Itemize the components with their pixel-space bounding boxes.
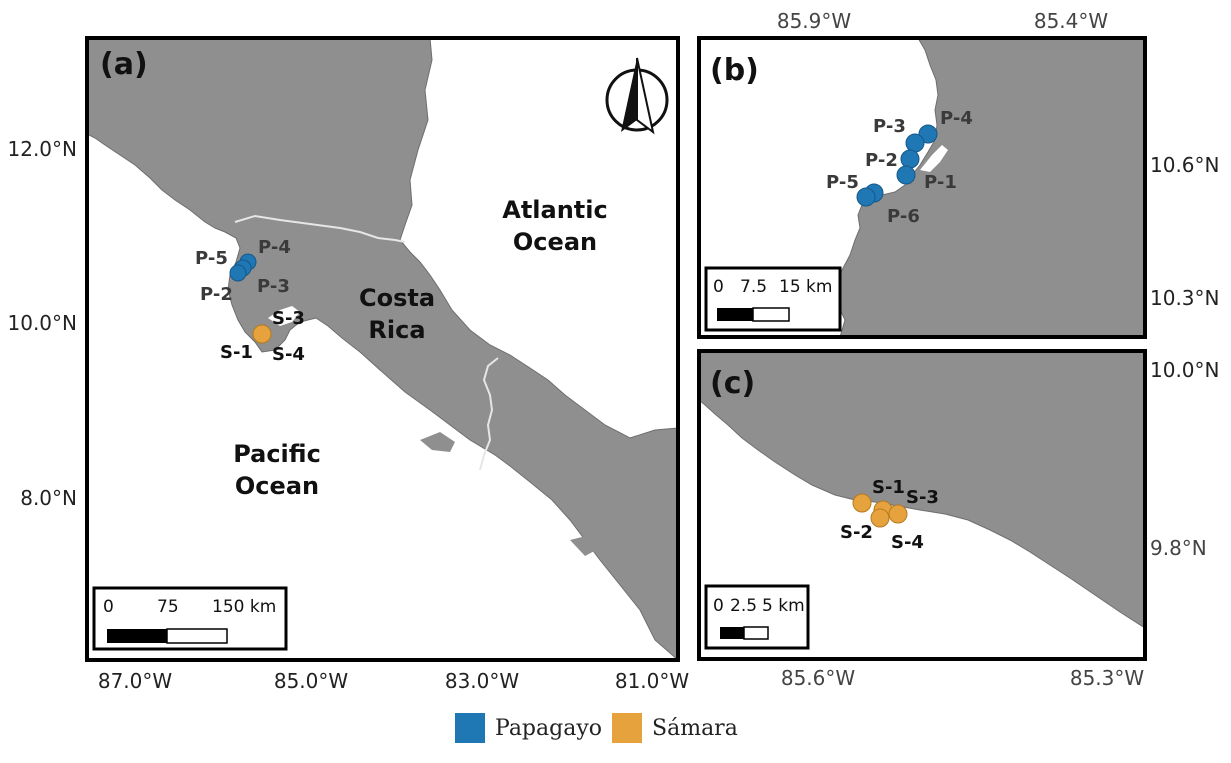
atlantic-label-1: Atlantic (502, 196, 607, 224)
lon-b-859: 85.9°W (777, 9, 852, 33)
north-arrow-icon (605, 57, 669, 135)
label-c-s4: S-4 (891, 532, 924, 553)
panel-b-scalebar: 0 7.5 15 km (704, 266, 842, 332)
scale-c-5: 5 km (762, 596, 805, 616)
label-s4: S-4 (272, 344, 305, 365)
lat-a-12: 12.0°N (8, 137, 78, 161)
label-p3: P-3 (257, 276, 290, 297)
panel-b-letter: (b) (710, 53, 759, 88)
panel-c: (c) S-1 S-3 S-2 S-4 0 2.5 5 km 10.0°N 9.… (697, 349, 1220, 690)
lat-c-100: 10.0°N (1150, 358, 1220, 382)
label-b-p5: P-5 (826, 172, 859, 193)
panel-a-scalebar: 0 75 150 km (92, 586, 288, 651)
site-marker (870, 508, 890, 528)
site-marker (852, 493, 872, 513)
panel-a-landmass (87, 38, 678, 660)
lat-a-8: 8.0°N (20, 486, 77, 510)
panel-a-samara-site (252, 324, 272, 344)
lon-b-854: 85.4°W (1034, 9, 1109, 33)
label-c-s2: S-2 (840, 522, 873, 543)
panel-c-scalebar: 0 2.5 5 km (704, 584, 810, 650)
panel-c-frame (697, 349, 1147, 661)
site-marker (888, 504, 908, 524)
pacific-label-2: Ocean (235, 472, 319, 500)
label-b-p4: P-4 (940, 108, 973, 129)
scale-b-0: 0 (713, 277, 724, 297)
azuero-peninsula (570, 535, 600, 556)
lat-c-98: 9.8°N (1150, 536, 1207, 560)
osa-peninsula (420, 432, 455, 452)
panel-b-water (699, 38, 928, 337)
scale-b-15: 15 km (779, 277, 832, 297)
label-c-s3: S-3 (906, 487, 939, 508)
scale-a-150: 150 km (212, 597, 276, 617)
legend: Papagayo Sámara (455, 713, 738, 743)
site-marker (229, 264, 247, 282)
lon-c-853: 85.3°W (1070, 666, 1145, 690)
label-p5: P-5 (195, 248, 228, 269)
panel-b: (b) P-3 P-4 P-2 P-5 P-1 P-6 0 7.5 15 km … (697, 9, 1220, 339)
site-marker (918, 124, 938, 144)
nicaragua-border (234, 214, 406, 243)
panel-c-samara-sites (852, 493, 908, 528)
pacific-label-1: Pacific (233, 440, 321, 468)
site-marker (905, 133, 925, 153)
scale-b-75: 7.5 (740, 277, 767, 297)
legend-label-samara: Sámara (652, 715, 738, 741)
panel-a: (a) P-5 P-4 P-2 P-3 S-3 S-1 S-4 Atlantic… (8, 36, 690, 693)
lat-b-106: 10.6°N (1150, 153, 1220, 177)
costa-label-1: Costa (359, 284, 435, 312)
panel-b-papagayo-sites (856, 124, 938, 207)
panel-a-papagayo-sites (229, 253, 257, 282)
lon-a-87: 87.0°W (98, 669, 173, 693)
lat-a-10: 10.0°N (8, 311, 78, 335)
site-marker (900, 149, 920, 169)
lon-a-85: 85.0°W (274, 669, 349, 693)
site-marker (896, 165, 916, 185)
label-p2: P-2 (200, 284, 233, 305)
panel-a-letter: (a) (100, 47, 148, 82)
lon-a-81: 81.0°W (615, 669, 690, 693)
label-c-s1: S-1 (872, 477, 905, 498)
costa-label-2: Rica (368, 316, 425, 344)
label-b-p6: P-6 (887, 206, 920, 227)
panel-b-frame (697, 36, 1147, 339)
scale-c-0: 0 (713, 596, 724, 616)
label-s3: S-3 (272, 308, 305, 329)
gulf-of-nicoya (268, 306, 300, 326)
legend-label-papagayo: Papagayo (495, 715, 603, 741)
label-s1: S-1 (220, 342, 253, 363)
site-marker (856, 187, 876, 207)
panama-border (479, 357, 499, 471)
scale-a-0: 0 (103, 597, 114, 617)
lon-c-856: 85.6°W (781, 666, 856, 690)
atlantic-label-2: Ocean (513, 228, 597, 256)
label-b-p2: P-2 (865, 150, 898, 171)
legend-swatch-samara (612, 713, 643, 743)
scale-c-25: 2.5 (730, 596, 757, 616)
panel-b-bay (920, 145, 948, 172)
lat-b-103: 10.3°N (1150, 286, 1220, 310)
lon-a-83: 83.0°W (445, 669, 520, 693)
scale-a-75: 75 (157, 597, 179, 617)
label-b-p1: P-1 (924, 172, 957, 193)
panel-c-letter: (c) (710, 366, 755, 401)
label-b-p3: P-3 (873, 116, 906, 137)
panel-a-frame (85, 36, 680, 662)
label-p4: P-4 (258, 237, 291, 258)
legend-swatch-papagayo (455, 713, 485, 743)
